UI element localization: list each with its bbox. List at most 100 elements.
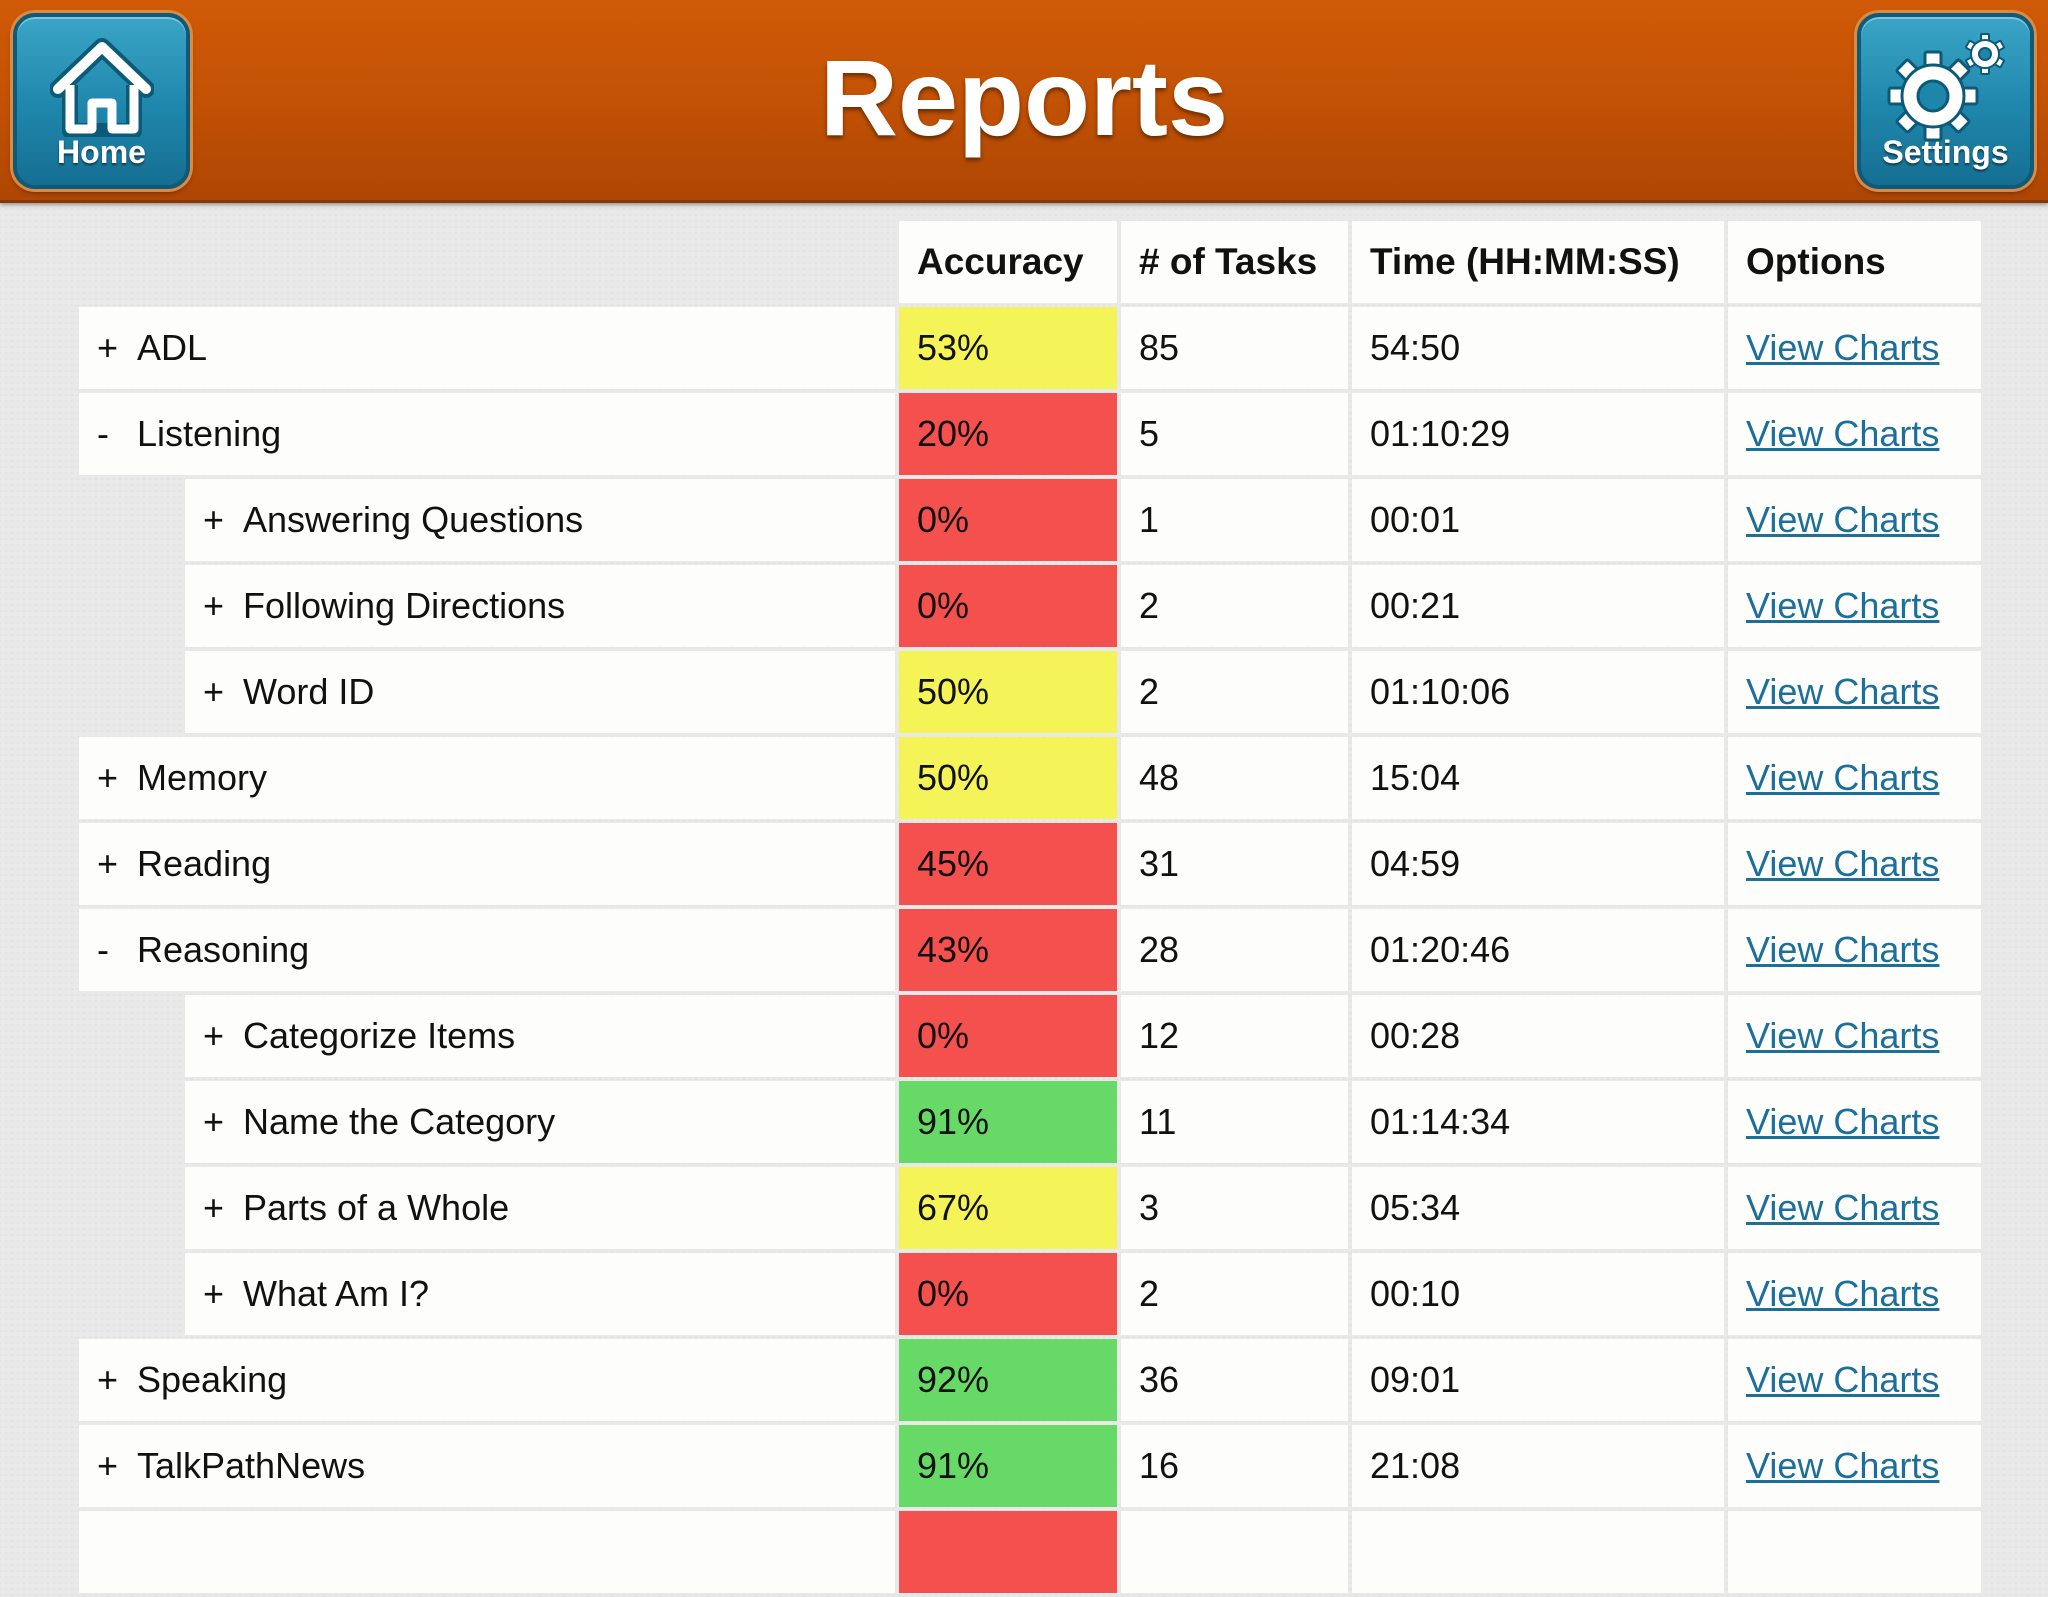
accuracy-cell: 0% — [899, 1253, 1117, 1335]
expand-toggle[interactable]: + — [203, 1273, 225, 1314]
tasks-cell: 5 — [1121, 393, 1348, 475]
table-row[interactable]: + Following Directions 0% 2 00:21 View Charts — [79, 565, 1981, 647]
category-cell[interactable]: + Parts of a Whole — [79, 1167, 895, 1249]
table-row[interactable]: + Memory 50% 48 15:04 View Charts — [79, 737, 1981, 819]
category-cell[interactable]: + ADL — [79, 307, 895, 389]
table-row[interactable]: - Listening 20% 5 01:10:29 View Charts — [79, 393, 1981, 475]
tasks-cell — [1121, 1511, 1348, 1593]
options-cell: View Charts — [1728, 995, 1981, 1077]
category-name: Memory — [137, 757, 268, 798]
view-charts-link[interactable]: View Charts — [1746, 1273, 1940, 1314]
view-charts-link[interactable]: View Charts — [1746, 843, 1940, 884]
view-charts-link[interactable]: View Charts — [1746, 1187, 1940, 1228]
view-charts-link[interactable]: View Charts — [1746, 499, 1940, 540]
table-row[interactable]: + ADL 53% 85 54:50 View Charts — [79, 307, 1981, 389]
subcategory-box[interactable]: + Categorize Items — [185, 995, 895, 1077]
table-row[interactable]: + Word ID 50% 2 01:10:06 View Charts — [79, 651, 1981, 733]
table-row[interactable]: + Name the Category 91% 11 01:14:34 View Char… — [79, 1081, 1981, 1163]
expand-toggle[interactable]: + — [203, 499, 225, 540]
expand-toggle[interactable]: + — [203, 585, 225, 626]
time-cell: 01:10:29 — [1352, 393, 1724, 475]
time-cell: 01:10:06 — [1352, 651, 1724, 733]
expand-toggle[interactable]: + — [97, 757, 119, 798]
table-row[interactable]: + Speaking 92% 36 09:01 View Charts — [79, 1339, 1981, 1421]
options-cell — [1728, 1511, 1981, 1593]
home-button[interactable]: Home — [13, 13, 190, 189]
settings-button[interactable]: Settings — [1857, 13, 2034, 189]
view-charts-link[interactable]: View Charts — [1746, 1101, 1940, 1142]
accuracy-cell: 20% — [899, 393, 1117, 475]
time-cell: 00:01 — [1352, 479, 1724, 561]
table-row[interactable] — [79, 1511, 1981, 1593]
category-cell[interactable]: - Listening — [79, 393, 895, 475]
tasks-cell: 3 — [1121, 1167, 1348, 1249]
subcategory-box[interactable]: + Word ID — [185, 651, 895, 733]
options-cell: View Charts — [1728, 651, 1981, 733]
table-row[interactable]: + Parts of a Whole 67% 3 05:34 View Charts — [79, 1167, 1981, 1249]
subcategory-box[interactable]: + Following Directions — [185, 565, 895, 647]
expand-toggle[interactable]: + — [203, 1187, 225, 1228]
tasks-cell: 2 — [1121, 565, 1348, 647]
expand-toggle[interactable]: + — [97, 843, 119, 884]
time-cell: 09:01 — [1352, 1339, 1724, 1421]
category-cell[interactable]: + Categorize Items — [79, 995, 895, 1077]
accuracy-cell: 91% — [899, 1081, 1117, 1163]
table-row[interactable]: + What Am I? 0% 2 00:10 View Charts — [79, 1253, 1981, 1335]
page-title: Reports — [819, 37, 1229, 158]
view-charts-link[interactable]: View Charts — [1746, 413, 1940, 454]
expand-toggle[interactable]: + — [203, 671, 225, 712]
category-cell[interactable]: + Following Directions — [79, 565, 895, 647]
table-row[interactable]: + Answering Questions 0% 1 00:01 View Charts — [79, 479, 1981, 561]
view-charts-link[interactable]: View Charts — [1746, 671, 1940, 712]
subcategory-box[interactable]: + Answering Questions — [185, 479, 895, 561]
expand-toggle[interactable]: + — [203, 1101, 225, 1142]
table-row[interactable]: - Reasoning 43% 28 01:20:46 View Charts — [79, 909, 1981, 991]
expand-toggle[interactable]: + — [97, 1445, 119, 1486]
tasks-cell: 2 — [1121, 1253, 1348, 1335]
category-cell[interactable]: + Name the Category — [79, 1081, 895, 1163]
settings-label: Settings — [1882, 134, 2009, 170]
column-header-accuracy: Accuracy — [899, 221, 1117, 303]
collapse-toggle[interactable]: - — [97, 929, 109, 970]
time-cell: 15:04 — [1352, 737, 1724, 819]
time-cell: 00:28 — [1352, 995, 1724, 1077]
tasks-cell: 28 — [1121, 909, 1348, 991]
view-charts-link[interactable]: View Charts — [1746, 585, 1940, 626]
tasks-cell: 1 — [1121, 479, 1348, 561]
expand-toggle[interactable]: + — [203, 1015, 225, 1056]
tasks-cell: 11 — [1121, 1081, 1348, 1163]
table-row[interactable]: + Categorize Items 0% 12 00:28 View Charts — [79, 995, 1981, 1077]
collapse-toggle[interactable]: - — [97, 413, 109, 454]
view-charts-link[interactable]: View Charts — [1746, 327, 1940, 368]
options-cell: View Charts — [1728, 479, 1981, 561]
accuracy-cell: 92% — [899, 1339, 1117, 1421]
category-cell[interactable]: + Word ID — [79, 651, 895, 733]
table-row[interactable]: + TalkPathNews 91% 16 21:08 View Charts — [79, 1425, 1981, 1507]
expand-toggle[interactable]: + — [97, 1359, 119, 1400]
tasks-cell: 16 — [1121, 1425, 1348, 1507]
category-cell[interactable]: + Memory — [79, 737, 895, 819]
tasks-cell: 36 — [1121, 1339, 1348, 1421]
category-cell[interactable]: + Answering Questions — [79, 479, 895, 561]
accuracy-cell: 91% — [899, 1425, 1117, 1507]
subcategory-box[interactable]: + Parts of a Whole — [185, 1167, 895, 1249]
column-header-tasks: # of Tasks — [1121, 221, 1348, 303]
category-cell[interactable]: + TalkPathNews — [79, 1425, 895, 1507]
expand-toggle[interactable]: + — [97, 327, 119, 368]
category-cell[interactable]: - Reasoning — [79, 909, 895, 991]
table-header-row: Accuracy # of Tasks Time (HH:MM:SS) Opti… — [79, 221, 1981, 303]
category-cell[interactable]: + What Am I? — [79, 1253, 895, 1335]
view-charts-link[interactable]: View Charts — [1746, 1445, 1940, 1486]
category-cell[interactable]: + Reading — [79, 823, 895, 905]
subcategory-box[interactable]: + What Am I? — [185, 1253, 895, 1335]
table-row[interactable]: + Reading 45% 31 04:59 View Charts — [79, 823, 1981, 905]
view-charts-link[interactable]: View Charts — [1746, 1015, 1940, 1056]
category-cell[interactable] — [79, 1511, 895, 1593]
options-cell: View Charts — [1728, 1253, 1981, 1335]
view-charts-link[interactable]: View Charts — [1746, 1359, 1940, 1400]
category-name: Listening — [137, 413, 282, 454]
view-charts-link[interactable]: View Charts — [1746, 757, 1940, 798]
subcategory-box[interactable]: + Name the Category — [185, 1081, 895, 1163]
category-cell[interactable]: + Speaking — [79, 1339, 895, 1421]
view-charts-link[interactable]: View Charts — [1746, 929, 1940, 970]
